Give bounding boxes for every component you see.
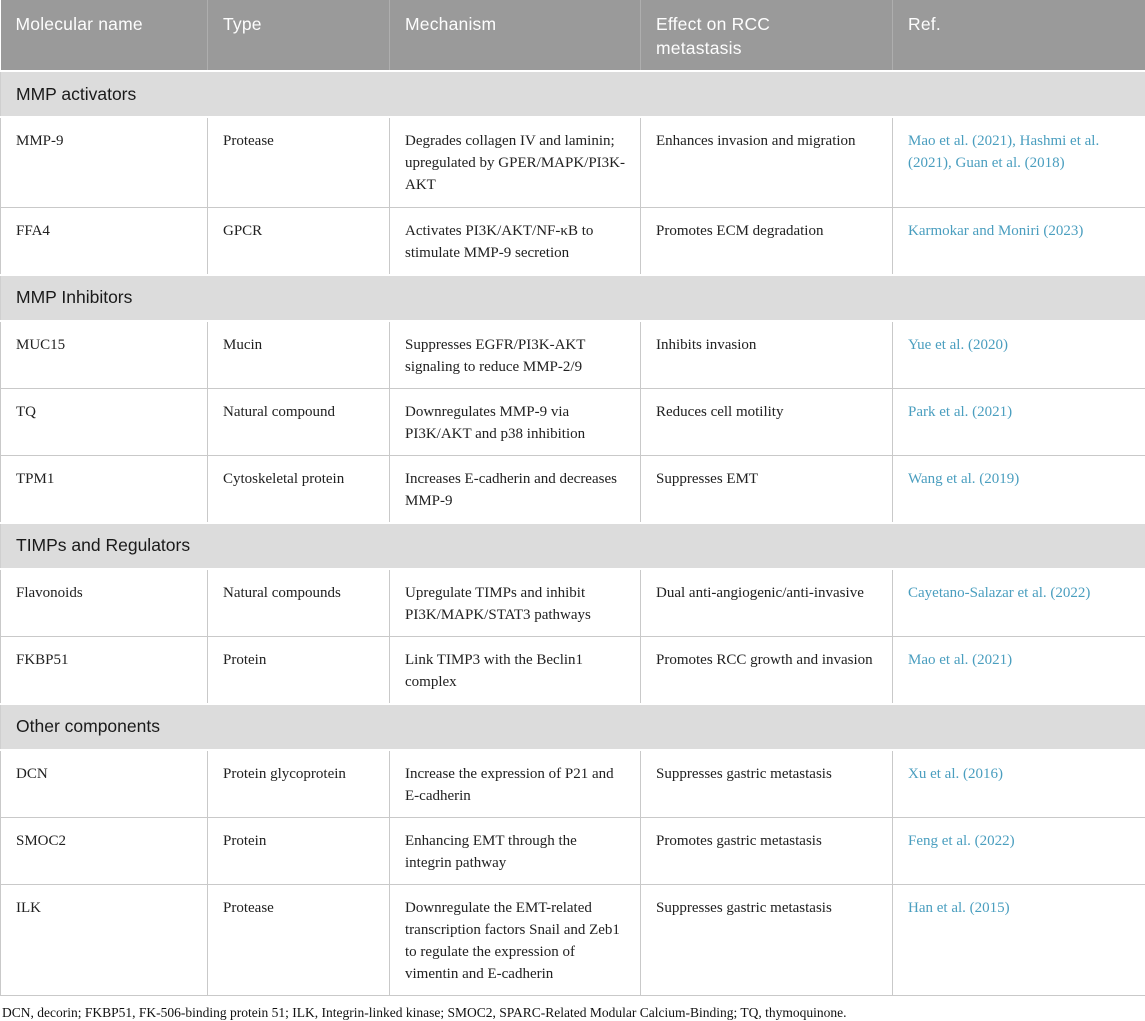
ref-link[interactable]: Han et al. (2015) <box>908 900 1010 916</box>
cell-effect: Promotes ECM degradation <box>641 207 893 275</box>
cell-effect: Suppresses gastric metastasis <box>641 750 893 818</box>
section-header-cell: MMP Inhibitors <box>1 275 1145 321</box>
ref-link[interactable]: Cayetano-Salazar et al. (2022) <box>908 585 1090 601</box>
cell-ref: Karmokar and Moniri (2023) <box>893 207 1145 275</box>
cell-molecular-name: MUC15 <box>1 321 208 389</box>
cell-effect: Reduces cell motility <box>641 388 893 455</box>
cell-mechanism: Suppresses EGFR/PI3K-AKT signaling to re… <box>390 321 641 389</box>
cell-type: Natural compounds <box>208 569 390 637</box>
table-row-flavonoids: Flavonoids Natural compounds Upregulate … <box>1 569 1145 637</box>
cell-type: Natural compound <box>208 388 390 455</box>
ref-link[interactable]: Yue et al. (2020) <box>908 337 1008 353</box>
table-row-muc15: MUC15 Mucin Suppresses EGFR/PI3K-AKT sig… <box>1 321 1145 389</box>
cell-type: GPCR <box>208 207 390 275</box>
cell-mechanism: Upregulate TIMPs and inhibit PI3K/MAPK/S… <box>390 569 641 637</box>
column-header-label: Type <box>223 13 375 37</box>
molecular-mechanisms-table: Molecular name Type Mechanism Effect on … <box>0 0 1145 996</box>
cell-molecular-name: ILK <box>1 884 208 995</box>
column-header-mechanism: Mechanism <box>390 0 641 71</box>
cell-molecular-name: TQ <box>1 388 208 455</box>
cell-mechanism: Activates PI3K/AKT/NF-κB to stimulate MM… <box>390 207 641 275</box>
cell-mechanism: Degrades collagen IV and laminin; upregu… <box>390 117 641 207</box>
table-header-row: Molecular name Type Mechanism Effect on … <box>1 0 1145 71</box>
section-header-mmp-inhibitors: MMP Inhibitors <box>1 275 1145 321</box>
cell-effect: Suppresses EMT <box>641 455 893 523</box>
cell-effect: Dual anti-angiogenic/anti-invasive <box>641 569 893 637</box>
cell-effect: Promotes RCC growth and invasion <box>641 636 893 704</box>
section-header-timps-and-regulators: TIMPs and Regulators <box>1 523 1145 569</box>
section-header-other-components: Other components <box>1 704 1145 750</box>
cell-ref: Mao et al. (2021), Hashmi et al. (2021),… <box>893 117 1145 207</box>
column-header-molecular-name: Molecular name <box>1 0 208 71</box>
cell-ref: Feng et al. (2022) <box>893 817 1145 884</box>
table-footnote: DCN, decorin; FKBP51, FK-506-binding pro… <box>0 996 1145 1021</box>
cell-mechanism: Link TIMP3 with the Beclin1 complex <box>390 636 641 704</box>
section-header-cell: TIMPs and Regulators <box>1 523 1145 569</box>
ref-link[interactable]: Feng et al. (2022) <box>908 833 1015 849</box>
cell-ref: Wang et al. (2019) <box>893 455 1145 523</box>
ref-link[interactable]: Park et al. (2021) <box>908 404 1012 420</box>
cell-molecular-name: Flavonoids <box>1 569 208 637</box>
cell-effect: Enhances invasion and migration <box>641 117 893 207</box>
table-row-smoc2: SMOC2 Protein Enhancing EMT through the … <box>1 817 1145 884</box>
cell-ref: Xu et al. (2016) <box>893 750 1145 818</box>
cell-type: Protease <box>208 884 390 995</box>
cell-type: Protein glycoprotein <box>208 750 390 818</box>
cell-ref: Han et al. (2015) <box>893 884 1145 995</box>
cell-mechanism: Downregulates MMP-9 via PI3K/AKT and p38… <box>390 388 641 455</box>
ref-link[interactable]: Karmokar and Moniri (2023) <box>908 223 1083 239</box>
cell-type: Protein <box>208 636 390 704</box>
cell-molecular-name: FFA4 <box>1 207 208 275</box>
cell-ref: Park et al. (2021) <box>893 388 1145 455</box>
cell-effect: Promotes gastric metastasis <box>641 817 893 884</box>
column-header-label: Effect on RCC metastasis <box>656 13 816 60</box>
cell-mechanism: Downregulate the EMT-related transcripti… <box>390 884 641 995</box>
ref-link[interactable]: Mao et al. (2021), Hashmi et al. (2021),… <box>908 133 1099 171</box>
section-header-cell: Other components <box>1 704 1145 750</box>
table-row-ffa4: FFA4 GPCR Activates PI3K/AKT/NF-κB to st… <box>1 207 1145 275</box>
section-header-cell: MMP activators <box>1 71 1145 117</box>
cell-type: Protease <box>208 117 390 207</box>
cell-molecular-name: TPM1 <box>1 455 208 523</box>
cell-molecular-name: MMP-9 <box>1 117 208 207</box>
cell-molecular-name: DCN <box>1 750 208 818</box>
table-row-fkbp51: FKBP51 Protein Link TIMP3 with the Becli… <box>1 636 1145 704</box>
cell-type: Cytoskeletal protein <box>208 455 390 523</box>
column-header-ref: Ref. <box>893 0 1145 71</box>
column-header-effect: Effect on RCC metastasis <box>641 0 893 71</box>
table-row-dcn: DCN Protein glycoprotein Increase the ex… <box>1 750 1145 818</box>
cell-mechanism: Increase the expression of P21 and E-cad… <box>390 750 641 818</box>
cell-type: Protein <box>208 817 390 884</box>
column-header-type: Type <box>208 0 390 71</box>
cell-effect: Inhibits invasion <box>641 321 893 389</box>
cell-molecular-name: SMOC2 <box>1 817 208 884</box>
cell-ref: Yue et al. (2020) <box>893 321 1145 389</box>
table-row-mmp-9: MMP-9 Protease Degrades collagen IV and … <box>1 117 1145 207</box>
cell-type: Mucin <box>208 321 390 389</box>
cell-effect: Suppresses gastric metastasis <box>641 884 893 995</box>
table-row-tq: TQ Natural compound Downregulates MMP-9 … <box>1 388 1145 455</box>
section-header-mmp-activators: MMP activators <box>1 71 1145 117</box>
cell-ref: Mao et al. (2021) <box>893 636 1145 704</box>
cell-molecular-name: FKBP51 <box>1 636 208 704</box>
ref-link[interactable]: Wang et al. (2019) <box>908 471 1019 487</box>
column-header-label: Molecular name <box>16 13 176 37</box>
column-header-label: Mechanism <box>405 13 565 37</box>
ref-link[interactable]: Mao et al. (2021) <box>908 652 1012 668</box>
table-row-ilk: ILK Protease Downregulate the EMT-relate… <box>1 884 1145 995</box>
cell-mechanism: Increases E-cadherin and decreases MMP-9 <box>390 455 641 523</box>
cell-mechanism: Enhancing EMT through the integrin pathw… <box>390 817 641 884</box>
column-header-label: Ref. <box>908 13 1068 37</box>
ref-link[interactable]: Xu et al. (2016) <box>908 766 1003 782</box>
table-row-tpm1: TPM1 Cytoskeletal protein Increases E-ca… <box>1 455 1145 523</box>
cell-ref: Cayetano-Salazar et al. (2022) <box>893 569 1145 637</box>
